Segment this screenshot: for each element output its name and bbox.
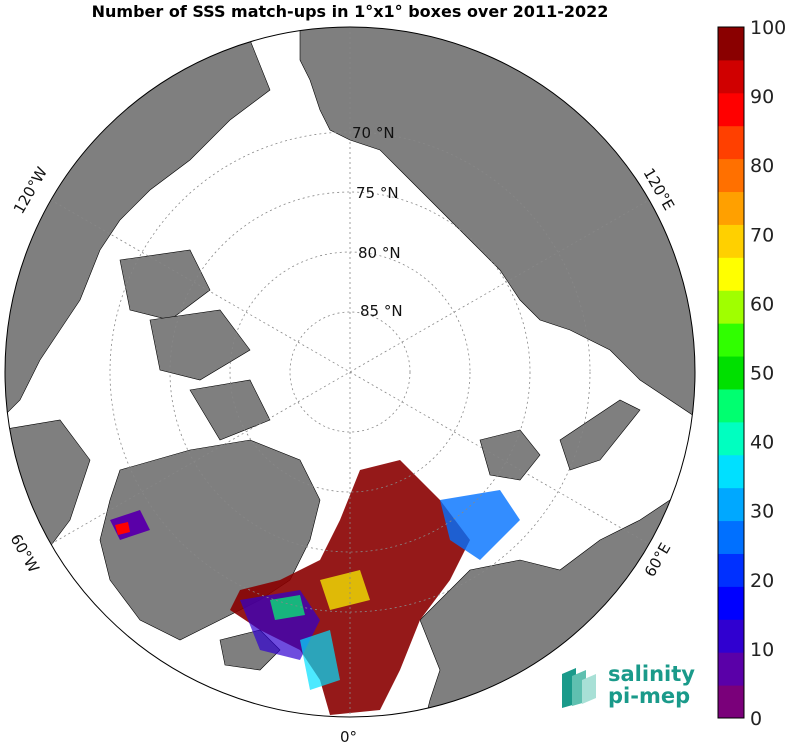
colorbar-segment [718, 191, 744, 225]
colorbar-frame [717, 26, 745, 719]
lat-label-80: 80 °N [358, 244, 401, 262]
colorbar-segment [718, 257, 744, 291]
colorbar-segment [718, 92, 744, 127]
lat-label-75: 75 °N [356, 184, 399, 202]
lon-label-lower-left: 60°W [7, 531, 43, 576]
lat-label-85: 85 °N [360, 302, 403, 320]
colorbar-segment [718, 586, 744, 620]
lon-label-upper-left: 120°W [10, 164, 51, 217]
graticule [50, 27, 650, 717]
colorbar-segment [718, 356, 744, 390]
colorbar-segment [718, 553, 744, 587]
colorbar-segment [718, 487, 744, 522]
colorbar-segment [718, 454, 744, 489]
colorbar-tick-label: 90 [750, 86, 774, 108]
colorbar-segment [718, 59, 744, 94]
map-title: Number of SSS match-ups in 1°x1° boxes o… [91, 2, 609, 21]
colorbar-tick-label: 100 [750, 17, 786, 39]
colorbar-segment [718, 520, 744, 554]
colorbar-tick-label: 20 [750, 570, 774, 592]
colorbar-segment [718, 158, 744, 193]
map-boundary [4, 26, 696, 718]
colorbar-tick-label: 80 [750, 155, 774, 177]
colorbar-segment [718, 685, 744, 719]
lon-label-bottom: 0° [340, 728, 357, 746]
colorbar-segment [718, 290, 744, 324]
colorbar-tick-label: 30 [750, 501, 774, 523]
colorbar-segment [718, 421, 744, 456]
colorbar [718, 27, 744, 719]
colorbar-segment [718, 388, 744, 423]
colorbar-segment [718, 27, 744, 61]
colorbar-segment [718, 323, 744, 357]
colorbar-tick-label: 60 [750, 293, 774, 315]
logo-mark-icon [562, 668, 596, 708]
lat-label-70: 70 °N [352, 124, 395, 142]
colorbar-tick-label: 0 [750, 708, 762, 730]
colorbar-segment [718, 619, 744, 653]
logo-line1: salinity [608, 662, 695, 686]
colorbar-segment [718, 125, 744, 160]
logo-line2: pi-mep [608, 684, 691, 708]
salinity-pimep-logo: salinity pi-mep [558, 660, 698, 710]
colorbar-tick-label: 70 [750, 224, 774, 246]
colorbar-tick-label: 50 [750, 363, 774, 385]
colorbar-segment [718, 224, 744, 258]
colorbar-tick-label: 10 [750, 639, 774, 661]
colorbar-segment [718, 652, 744, 686]
colorbar-tick-label: 40 [750, 432, 774, 454]
